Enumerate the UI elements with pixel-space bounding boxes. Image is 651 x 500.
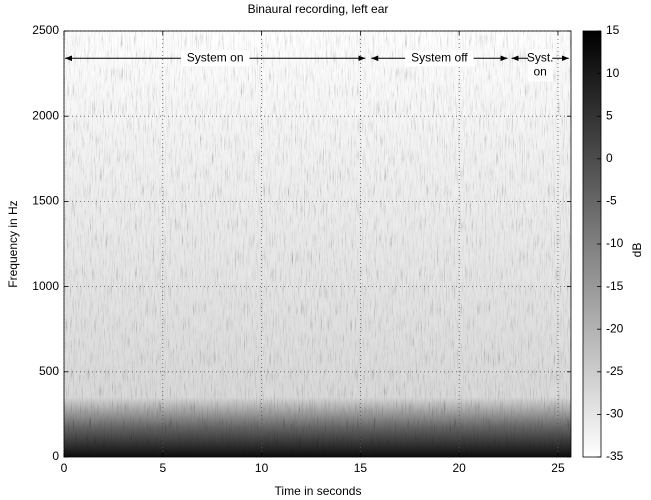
annotation-background (180, 50, 250, 67)
colorbar-tick-label: 5 (606, 108, 613, 122)
colorbar-tick-label: -5 (606, 194, 617, 208)
x-tick-label: 20 (452, 461, 466, 475)
annotation-text: System on (187, 50, 244, 64)
colorbar-tick-label: -35 (606, 449, 624, 463)
annotation-line: on (533, 64, 546, 78)
annotation: Syst. on (527, 49, 554, 82)
x-axis-label: Time in seconds (275, 484, 362, 498)
annotation: System off (405, 50, 474, 67)
y-tick-label: 500 (39, 364, 59, 378)
annotation-line: Syst. (527, 50, 554, 64)
plot-frame (63, 30, 572, 458)
y-axis-label: Frequency in Hz (6, 200, 20, 287)
annotation-background (405, 50, 474, 67)
colorbar-tick-label: -15 (606, 279, 624, 293)
y-tick-label: 1500 (32, 194, 59, 208)
annotation-text: System off (411, 50, 468, 64)
x-tick-label: 0 (61, 461, 68, 475)
x-tick-label: 10 (255, 461, 269, 475)
colorbar-tick-label: -20 (606, 321, 624, 335)
y-tick-label: 2500 (32, 23, 59, 37)
spectrogram-image (64, 31, 571, 457)
colorbar-tick-label: 10 (606, 66, 620, 80)
x-tick-label: 5 (159, 461, 166, 475)
annotation-text: Syst. on (527, 50, 554, 78)
annotation-background (528, 49, 553, 82)
y-tick-label: 1000 (32, 279, 59, 293)
annotation: System on (180, 50, 250, 67)
x-tick-label: 25 (551, 461, 565, 475)
colorbar-tick-label: -25 (606, 364, 624, 378)
chart-title: Binaural recording, left ear (248, 2, 389, 16)
colorbar-tick-label: 15 (606, 23, 620, 37)
x-tick-label: 15 (354, 461, 368, 475)
y-tick-label: 0 (52, 449, 59, 463)
y-tick-label: 2000 (32, 108, 59, 122)
colorbar-tick-label: -10 (606, 236, 624, 250)
colorbar-tick-label: 0 (606, 151, 613, 165)
colorbar-label: dB (630, 243, 644, 258)
colorbar-tick-label: -30 (606, 407, 624, 421)
